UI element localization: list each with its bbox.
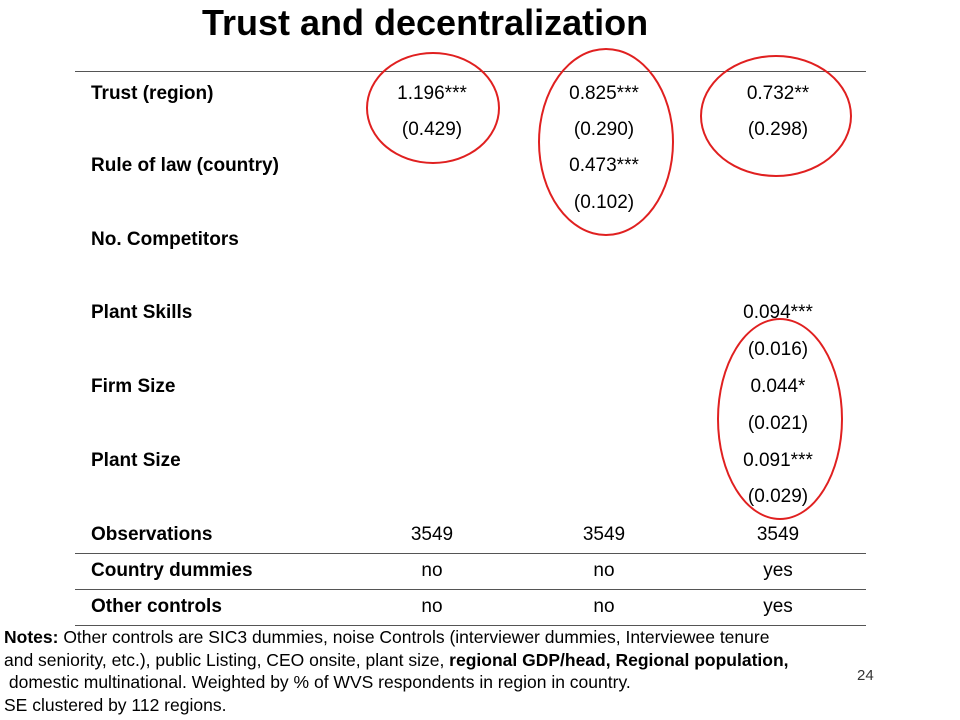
cell-trust-se-col3: (0.298) — [747, 119, 809, 140]
cell-country-dummies-col2: no — [593, 560, 615, 581]
cell-other-controls-col1: no — [421, 596, 443, 617]
notes-line-1-text: Other controls are SIC3 dummies, noise C… — [58, 627, 770, 647]
cell-plant-skills-se-col3: (0.016) — [747, 339, 809, 360]
cell-rule-of-law-se-col2: (0.102) — [573, 192, 635, 213]
cell-rule-of-law-col2: 0.473*** — [569, 155, 639, 176]
row-label-rule-of-law: Rule of law (country) — [91, 155, 279, 176]
notes-line-2-bold: regional GDP/head, Regional population, — [449, 649, 789, 670]
table-rule-country-dummies — [75, 589, 866, 590]
cell-trust-se-col2: (0.290) — [573, 119, 635, 140]
table-rule-observations — [75, 553, 866, 554]
cell-country-dummies-col3: yes — [763, 560, 793, 581]
cell-trust-se-col1: (0.429) — [401, 119, 463, 140]
notes-line-1: Notes: Other controls are SIC3 dummies, … — [4, 626, 960, 649]
row-label-plant-skills: Plant Skills — [91, 302, 193, 323]
cell-observations-col3: 3549 — [756, 524, 800, 545]
table-top-rule — [75, 71, 866, 72]
row-label-firm-size: Firm Size — [91, 376, 176, 397]
row-label-other-controls: Other controls — [91, 596, 222, 617]
cell-firm-size-col3: 0.044* — [750, 376, 806, 397]
highlight-circle-trust-col1 — [366, 52, 500, 164]
cell-trust-col2: 0.825*** — [569, 83, 639, 104]
row-label-observations: Observations — [91, 524, 213, 545]
notes-line-4: SE clustered by 112 regions. — [4, 694, 227, 715]
notes-line-2-plain: and seniority, etc.), public Listing, CE… — [4, 649, 450, 670]
cell-trust-col3: 0.732** — [746, 83, 810, 104]
row-label-plant-size: Plant Size — [91, 450, 181, 471]
cell-observations-col1: 3549 — [410, 524, 454, 545]
notes-block: Notes: Other controls are SIC3 dummies, … — [4, 626, 960, 716]
slide-title: Trust and decentralization — [202, 2, 649, 43]
cell-observations-col2: 3549 — [582, 524, 626, 545]
slide-number: 24 — [857, 667, 874, 684]
notes-line-2: and seniority, etc.), public Listing, CE… — [4, 649, 960, 672]
cell-plant-size-se-col3: (0.029) — [747, 486, 809, 507]
cell-firm-size-se-col3: (0.021) — [747, 413, 809, 434]
cell-plant-size-col3: 0.091*** — [743, 450, 813, 471]
row-label-trust-region: Trust (region) — [91, 83, 214, 104]
notes-line-3: domestic multinational. Weighted by % of… — [4, 672, 631, 692]
cell-other-controls-col3: yes — [763, 596, 793, 617]
table-bottom-rule — [75, 625, 866, 626]
row-label-country-dummies: Country dummies — [91, 560, 253, 581]
cell-country-dummies-col1: no — [421, 560, 443, 581]
cell-trust-col1: 1.196*** — [397, 83, 467, 104]
cell-other-controls-col2: no — [593, 596, 615, 617]
row-label-no-competitors: No. Competitors — [91, 229, 239, 250]
notes-prefix: Notes: — [4, 627, 59, 647]
cell-plant-skills-col3: 0.094*** — [743, 302, 813, 323]
highlight-circle-trust-col3 — [700, 55, 852, 177]
